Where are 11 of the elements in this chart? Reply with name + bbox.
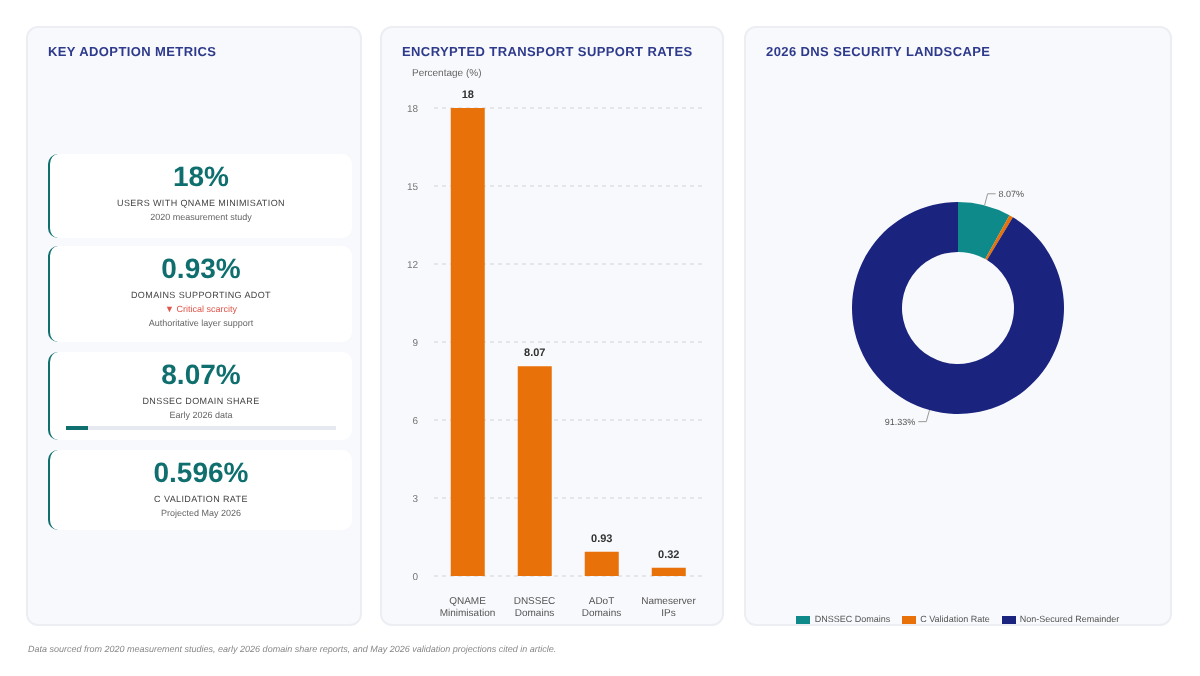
bar bbox=[517, 366, 552, 576]
donut-slice bbox=[985, 215, 1013, 261]
data-label: 8.07% bbox=[159, 358, 243, 390]
data-label: 0.93% bbox=[159, 252, 243, 284]
bar bbox=[651, 567, 686, 576]
donut-slice bbox=[852, 202, 1064, 414]
data-label: 18% bbox=[170, 160, 232, 192]
donut-slice bbox=[958, 202, 1010, 260]
bar bbox=[450, 108, 485, 576]
bar bbox=[584, 551, 619, 576]
data-label: 0.596% bbox=[151, 456, 251, 488]
